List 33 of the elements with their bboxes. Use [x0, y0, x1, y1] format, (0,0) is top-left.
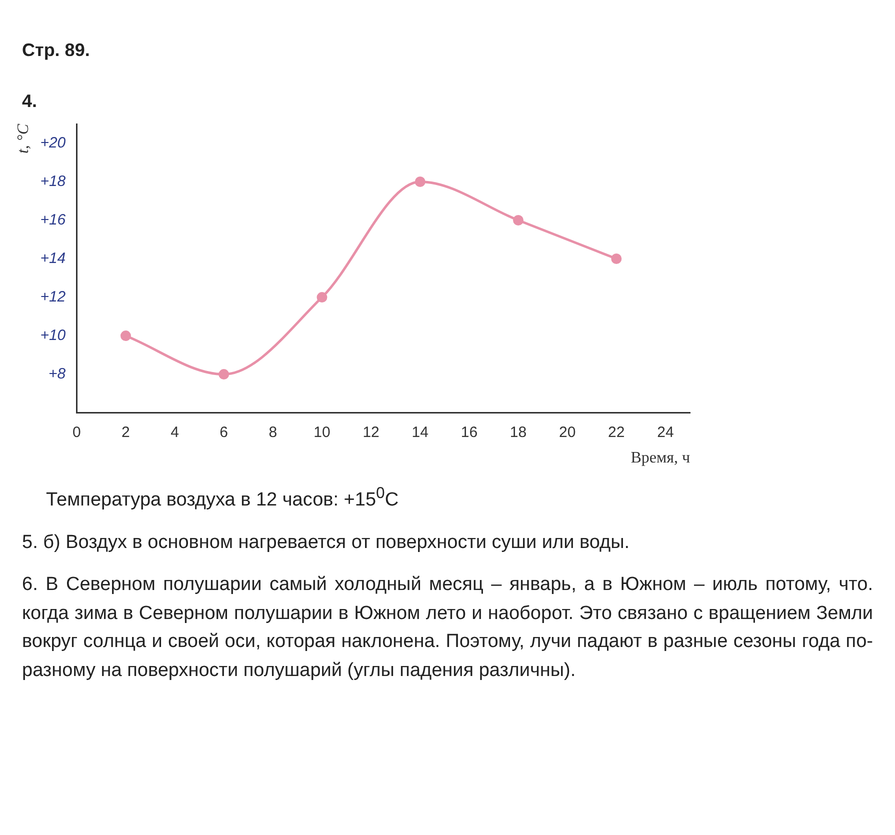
x-tick-label: 20: [558, 424, 576, 441]
text: 6. В Северном полушарии самый холодный месяц – январь, а в Южном – июль потому, что. когда зима в Северном полушарии в Южном лето и наоборот. Это связано с вращением Земли вокруг солнца и своей оси, которая наклонена. Поэтому, лучи падают в разные сезоны года по-разному на поверхности полушарий (углы падения различны).: [22, 573, 873, 683]
text: 5. б) Воздух в основном нагревается от поверхности суши или воды.: [22, 530, 631, 555]
y-tick-label: +16: [40, 211, 66, 228]
x-tick-label: 22: [608, 424, 625, 441]
y-tick-label: +8: [48, 365, 66, 382]
point: [316, 292, 328, 303]
point: [414, 176, 426, 188]
text: Температура воздуха в 12 часов: +15$^{0}$C: [46, 484, 400, 512]
y-tick-label: +20: [40, 134, 66, 152]
y-tick-label: +10: [40, 326, 66, 344]
point: [611, 254, 622, 264]
x-axis-title: Время, ч: [630, 450, 690, 467]
point: [218, 369, 230, 380]
y-tick-label: +14: [40, 250, 66, 267]
x-tick-label: 0: [72, 424, 81, 441]
x-tick-label: 16: [460, 424, 478, 441]
chart-subtitle: 4.: [22, 91, 38, 112]
x-tick-label: 6: [220, 424, 228, 441]
y-tick-label: +12: [40, 288, 66, 306]
x-tick-label: 18: [510, 424, 527, 441]
y-tick-label: +18: [40, 172, 66, 190]
x-tick-label: 10: [314, 424, 330, 441]
x-tick-label: 4: [170, 424, 179, 441]
x-tick-label: 14: [412, 424, 428, 441]
chart-title: Стр. 89.: [22, 40, 91, 61]
x-tick-label: 24: [657, 424, 674, 441]
x-tick-label: 12: [362, 424, 380, 441]
point: [120, 330, 131, 342]
x-tick-label: 8: [268, 424, 278, 441]
y-axis-title: t, °C: [14, 124, 32, 154]
x-tick-label: 2: [122, 424, 130, 441]
point: [513, 215, 524, 226]
